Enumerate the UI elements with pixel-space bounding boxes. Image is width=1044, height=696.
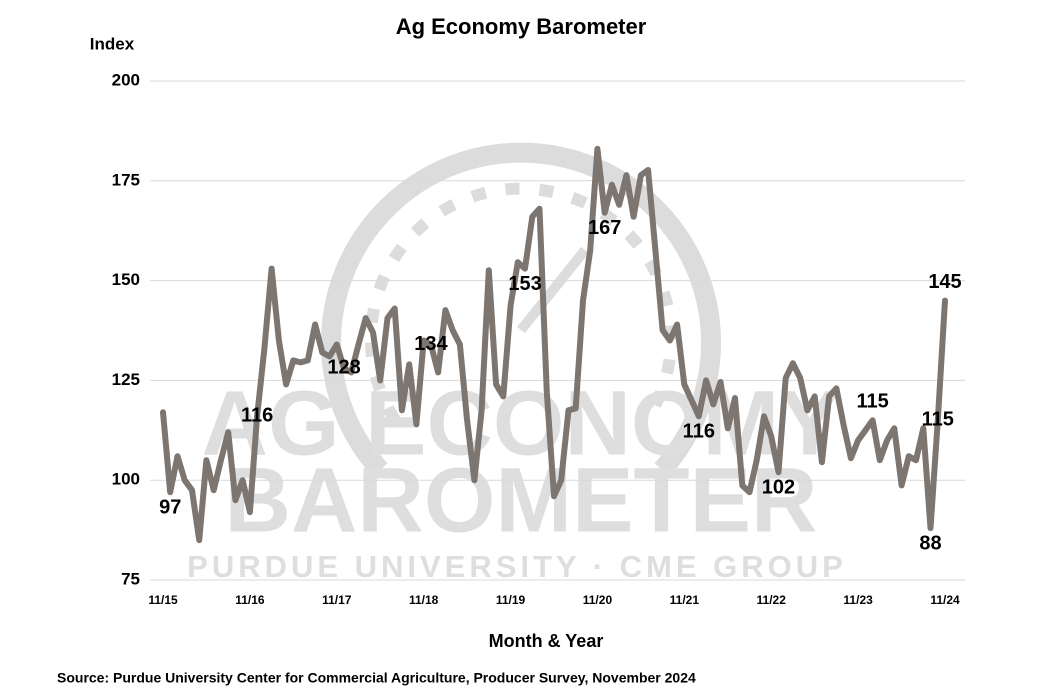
x-tick-label: 11/18 [409,593,439,607]
watermark-gauge [321,142,721,477]
y-tick-label: 175 [112,170,140,189]
x-tick-label: 11/16 [235,593,265,607]
y-tick-label: 200 [112,70,140,89]
value-label: 167 [588,217,621,239]
x-tick-label: 11/24 [930,593,960,607]
x-tick-label: 11/19 [496,593,526,607]
value-label: 134 [414,333,448,355]
x-tick-label: 11/23 [843,593,873,607]
watermark-text: BAROMETER [225,449,818,551]
value-label: 116 [241,405,273,427]
x-tick-label: 11/21 [670,593,700,607]
value-label: 116 [683,421,715,443]
x-tick-label: 11/15 [148,593,178,607]
value-label: 145 [928,271,961,293]
y-tick-label: 100 [112,470,140,489]
value-label: 153 [508,273,541,295]
y-axis-label: Index [90,34,135,53]
x-tick-label: 11/20 [583,593,613,607]
value-label: 97 [159,496,181,518]
y-tick-label: 150 [112,270,140,289]
value-label: 102 [762,476,795,498]
value-label: 128 [327,357,360,379]
x-tick-label: 11/17 [322,593,352,607]
watermark-text: AG ECONOMY [202,372,841,474]
y-tick-label: 75 [121,569,140,588]
value-label: 115 [856,391,888,413]
x-axis-label: Month & Year [489,631,604,651]
x-tick-label: 11/22 [757,593,787,607]
value-label: 88 [919,532,941,554]
chart-title: Ag Economy Barometer [396,14,647,39]
y-tick-label: 125 [112,370,140,389]
value-label: 115 [922,409,954,431]
watermark-text: PURDUE UNIVERSITY · CME GROUP [187,549,847,584]
source-note: Source: Purdue University Center for Com… [57,670,696,686]
data-line [160,145,948,544]
